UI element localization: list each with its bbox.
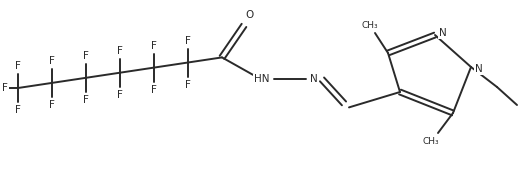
Text: N: N	[310, 74, 318, 84]
Text: F: F	[83, 51, 89, 61]
Text: F: F	[83, 95, 89, 105]
Text: F: F	[2, 83, 8, 93]
Text: F: F	[185, 36, 191, 46]
Text: HN: HN	[254, 74, 270, 84]
Text: O: O	[245, 10, 253, 20]
Text: F: F	[49, 100, 55, 110]
Text: CH₃: CH₃	[361, 20, 379, 30]
Text: F: F	[15, 105, 21, 115]
Text: F: F	[15, 61, 21, 71]
Text: F: F	[151, 41, 157, 51]
Text: N: N	[475, 64, 483, 74]
Text: F: F	[151, 85, 157, 95]
Text: F: F	[185, 80, 191, 90]
Text: F: F	[117, 90, 123, 100]
Text: F: F	[117, 46, 123, 56]
Text: CH₃: CH₃	[362, 20, 378, 30]
Text: N: N	[439, 28, 447, 38]
Text: CH₃: CH₃	[422, 137, 439, 146]
Text: F: F	[49, 56, 55, 66]
